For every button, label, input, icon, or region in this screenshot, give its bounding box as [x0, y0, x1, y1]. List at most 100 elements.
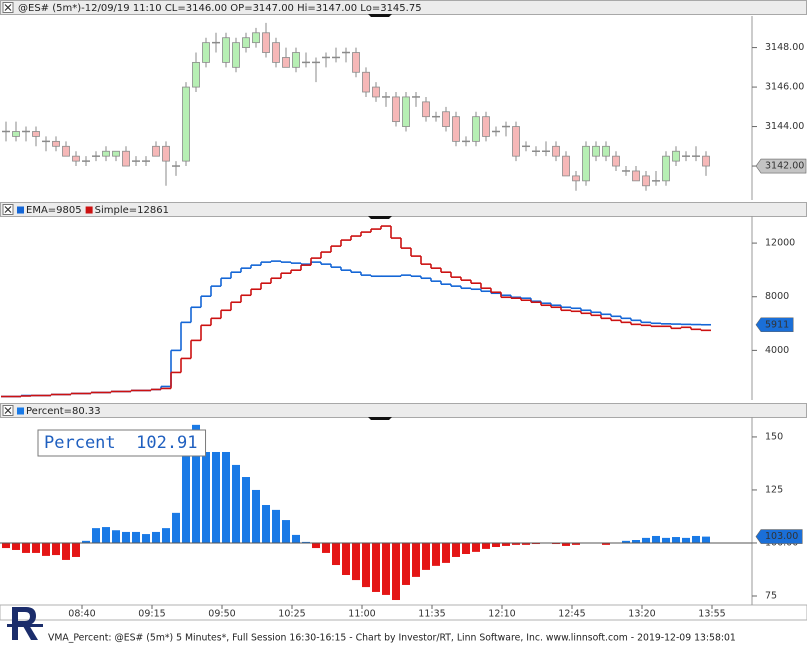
bar — [12, 542, 20, 550]
x-tick-label: 10:25 — [278, 609, 305, 620]
bar — [492, 542, 500, 547]
candle-body — [102, 150, 110, 157]
candle-body — [632, 170, 640, 182]
x-tick-label: 08:40 — [68, 609, 95, 620]
candle-body — [252, 32, 260, 44]
bar — [192, 424, 200, 543]
annotation-box — [37, 429, 207, 457]
bar — [572, 542, 580, 545]
last-value-label: 5911 — [765, 319, 789, 330]
bar — [252, 489, 260, 543]
pane-tab — [368, 216, 392, 219]
bar — [632, 540, 640, 543]
candle-body — [552, 145, 560, 157]
bar — [42, 542, 50, 556]
pane-tab — [368, 14, 392, 17]
last-value-label: 103.00 — [765, 531, 798, 542]
candle-body — [562, 155, 570, 177]
candle-body — [202, 42, 210, 63]
bar — [142, 534, 150, 543]
bar — [202, 451, 210, 543]
bar — [52, 542, 60, 556]
bar — [152, 531, 160, 543]
bar — [32, 542, 40, 553]
y-tick-label: 3144.00 — [765, 121, 804, 132]
bar — [212, 451, 220, 543]
bar — [442, 542, 450, 563]
bar — [482, 542, 490, 549]
x-tick-label: 11:00 — [348, 609, 375, 620]
bar — [502, 542, 510, 546]
candle-body — [262, 32, 270, 53]
bar — [272, 509, 280, 543]
legend-swatch — [17, 407, 24, 415]
close-icon — [4, 206, 12, 213]
legend-label: Simple=12861 — [95, 205, 169, 216]
candle-body — [572, 175, 580, 182]
time-axis-strip — [0, 604, 807, 621]
candle-body — [272, 42, 280, 63]
bar — [532, 542, 540, 545]
bar — [342, 542, 350, 575]
last-value-label: 3142.00 — [765, 161, 804, 172]
bar — [522, 542, 530, 545]
bar — [162, 528, 170, 543]
candle-body — [352, 52, 360, 73]
candle-body — [702, 155, 710, 167]
bar — [92, 528, 100, 543]
bar — [462, 542, 470, 554]
candle-body — [422, 101, 430, 118]
bar — [242, 477, 250, 543]
bar — [282, 520, 290, 543]
candle-body — [512, 126, 520, 157]
candle-body — [222, 37, 230, 63]
candle-body — [372, 86, 380, 98]
pane-title: @ES# (5m*)-12/09/19 11:10 CL=3146.00 OP=… — [18, 3, 422, 14]
logo — [7, 607, 43, 640]
last-value-box — [755, 317, 794, 333]
bar — [662, 537, 670, 543]
candle-body — [592, 145, 600, 157]
bar — [132, 531, 140, 543]
bar — [352, 542, 360, 581]
x-tick-label: 12:45 — [558, 609, 585, 620]
close-icon — [4, 4, 12, 11]
logo-letter — [12, 607, 38, 640]
y-tick-label: 75 — [765, 590, 777, 601]
bar — [702, 536, 710, 543]
bar — [602, 542, 610, 545]
y-tick-label: 4000 — [765, 345, 789, 356]
bar — [512, 542, 520, 545]
bar — [652, 535, 660, 543]
bar — [552, 542, 560, 545]
bar — [302, 541, 310, 543]
bar — [472, 542, 480, 552]
candle-body — [482, 116, 490, 137]
candle-body — [52, 140, 60, 147]
x-tick-label: 09:50 — [208, 609, 235, 620]
bar — [692, 535, 700, 543]
logo-bar — [7, 624, 43, 627]
candle-body — [362, 71, 370, 93]
bar — [622, 540, 630, 543]
bar — [262, 505, 270, 543]
bar — [562, 542, 570, 546]
bar — [2, 542, 10, 549]
candle-body — [442, 111, 450, 127]
x-tick-label: 13:55 — [698, 609, 725, 620]
candle-body — [672, 150, 680, 162]
candle-body — [642, 175, 650, 187]
series-line — [1, 225, 711, 398]
bar — [312, 542, 320, 549]
bar — [362, 542, 370, 588]
y-tick-label: 8000 — [765, 291, 789, 302]
pane-header — [0, 403, 807, 418]
bar — [372, 542, 380, 592]
bar — [382, 542, 390, 595]
candle-body — [282, 57, 290, 68]
bar — [112, 530, 120, 543]
candle-body — [242, 37, 250, 48]
bar — [102, 527, 110, 543]
bar — [422, 542, 430, 570]
